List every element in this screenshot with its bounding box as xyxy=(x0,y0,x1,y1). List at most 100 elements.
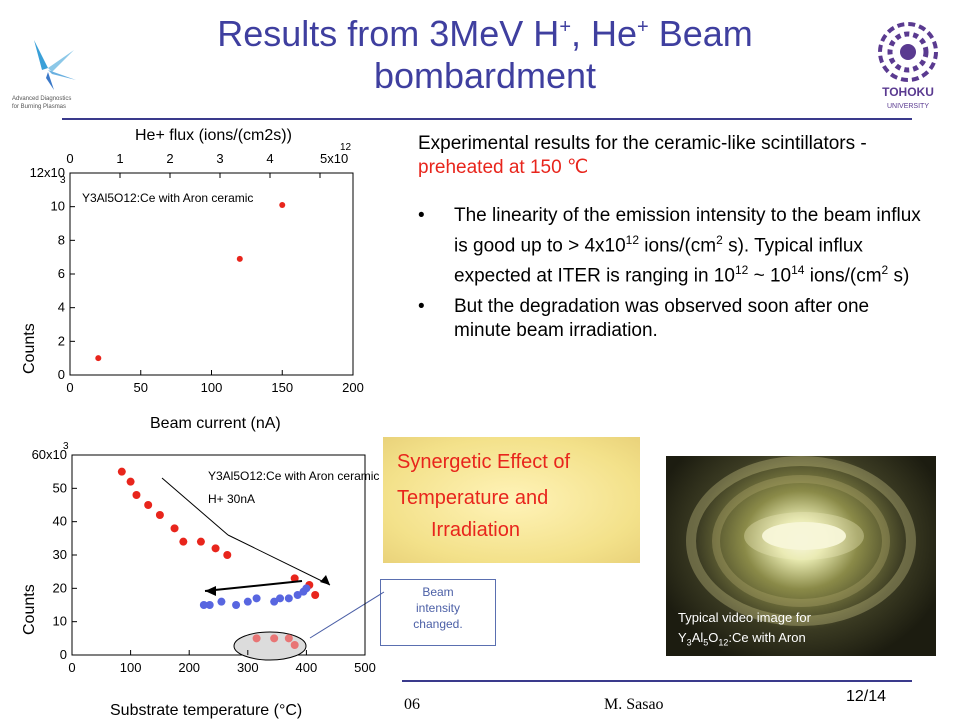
chart2-data-point xyxy=(144,501,153,509)
chart2-data-point xyxy=(205,601,214,609)
chart1-y-exponent: 3 xyxy=(60,175,66,186)
chart1-top-tick-label: 3 xyxy=(216,151,223,166)
synergy-line-2: Temperature and xyxy=(397,487,549,509)
chart-temperature: 0 100 200 300 400 500 0 10 20 30 40 50 60x10 Y3Al5O1… xyxy=(21,441,379,719)
chart1-top-tick-label: 0 xyxy=(66,151,73,166)
beam-note-line-1: Beam xyxy=(422,585,454,599)
bullet1-text-d: ~ 10 xyxy=(748,265,792,287)
bullet1-sup: 12 xyxy=(734,263,749,278)
chart2-y-tick-label: 20 xyxy=(53,580,67,595)
chart2-data-point xyxy=(196,537,205,546)
chart2-x-tick-label: 0 xyxy=(68,660,75,675)
caption-part: :Ce with Aron xyxy=(728,630,806,645)
title-text-line2: bombardment xyxy=(373,55,597,96)
chart1-y-tick-label: 12x10 xyxy=(30,165,65,180)
chart2-data-point xyxy=(252,594,261,603)
chart2-data-point xyxy=(132,491,141,499)
bullet-dot: • xyxy=(418,205,425,226)
video-image xyxy=(666,456,936,656)
caption-sub: 3 xyxy=(686,637,692,648)
chart1-top-tick-label: 5x10 xyxy=(320,151,348,166)
intro-highlight: preheated at 150 ℃ xyxy=(418,157,589,178)
chart1-y-tick-label: 4 xyxy=(58,300,65,315)
bullet1-text-f: s) xyxy=(888,265,910,287)
footer-date: 06 xyxy=(404,696,420,713)
recovery-arrow xyxy=(204,580,303,592)
chart2-x-tick-label: 100 xyxy=(120,660,142,675)
chart2-data-point xyxy=(199,601,208,609)
synergy-callout: Synergetic Effect of Temperature and Irr… xyxy=(383,437,640,563)
bullet2-text: But the degradation was observed soon af… xyxy=(454,295,870,341)
chart2-x-tick-label: 200 xyxy=(178,660,200,675)
chart2-data-point xyxy=(117,467,126,476)
bullet1-text-a: The linearity of the emission intensity … xyxy=(454,205,921,257)
chart2-y-exponent: 3 xyxy=(63,441,69,452)
bullet1-sup: 12 xyxy=(625,233,640,247)
chart2-frame xyxy=(71,454,366,656)
chart1-top-tick-label: 2 xyxy=(166,151,173,166)
beam-note-line-3: changed. xyxy=(413,617,463,631)
chart2-y-tick-label: 30 xyxy=(53,547,67,562)
video-caption: Typical video image for Y3Al5O12:Ce with… xyxy=(678,608,928,653)
trend-line xyxy=(161,477,229,536)
chart1-data-point xyxy=(236,255,243,262)
chart2-data-point xyxy=(284,594,293,603)
chart2-data-point xyxy=(290,641,299,649)
chart1-y-tick-label: 8 xyxy=(58,232,65,247)
title-sup-1: + xyxy=(559,16,571,38)
chart2-data-point xyxy=(252,634,261,643)
chart1-y-tick-label: 2 xyxy=(58,333,65,348)
chart1-y-tick-label: 6 xyxy=(58,266,65,281)
chart2-data-point xyxy=(155,511,164,519)
bullet1-sup: 14 xyxy=(791,263,805,278)
beam-intensity-note: Beam intensity changed. xyxy=(380,579,496,646)
chart1-x-tick-label: 200 xyxy=(342,380,364,395)
chart2-data-point xyxy=(270,634,279,643)
chart1-x-tick-label: 0 xyxy=(66,380,73,395)
caption-sub: 12 xyxy=(718,637,729,648)
chart1-ylabel: Counts xyxy=(21,323,38,374)
trend-arrow xyxy=(227,534,331,586)
title-text-b: , He xyxy=(571,13,638,54)
chart1-x-tick-label: 100 xyxy=(201,380,223,395)
connector-line xyxy=(309,591,385,639)
beam-note-line-2: intensity xyxy=(415,601,461,615)
chart2-y-tick-label: 10 xyxy=(53,614,67,629)
chart2-data-point xyxy=(126,477,135,486)
chart1-top-tick-label: 4 xyxy=(266,151,273,166)
caption-part: Y xyxy=(678,630,687,645)
chart2-x-tick-label: 400 xyxy=(296,660,318,675)
bullet1-sup: 2 xyxy=(881,263,889,278)
chart2-data-point xyxy=(243,597,252,606)
chart2-ylabel: Counts xyxy=(21,584,38,635)
title-text-c: Beam xyxy=(648,13,753,54)
caption-line-1: Typical video image for xyxy=(678,610,811,625)
chart2-x-tick-label: 500 xyxy=(354,660,376,675)
chart2-data-point xyxy=(211,544,220,553)
chart2-data-point xyxy=(276,594,285,603)
chart2-data-point xyxy=(290,574,299,583)
logo-text-2: for Burning Plasmas xyxy=(12,104,66,110)
video-image-graphic xyxy=(686,456,916,626)
chart2-data-point xyxy=(302,584,311,593)
recovery-arrowhead xyxy=(205,586,216,596)
synergy-line-3: Irradiation xyxy=(431,519,520,541)
tohoku-logo: TOHOKU UNIVERSITY xyxy=(878,22,938,110)
chart2-data-point xyxy=(223,551,232,559)
chart2-marks: 0 100 200 300 400 500 0 10 20 30 40 50 60x10 xyxy=(32,447,376,675)
bullet1-sup: 2 xyxy=(716,233,723,247)
adbp-logo: Advanced Diagnostics for Burning Plasmas xyxy=(12,40,76,110)
chart2-data-point xyxy=(232,601,241,609)
bullet-list: • The linearity of the emission intensit… xyxy=(418,204,928,349)
chart2-data-point xyxy=(270,597,279,606)
bullet1-text-c: s). Typical influx expected at ITER is r… xyxy=(454,235,863,287)
caption-part: O xyxy=(708,630,719,645)
footer-author: M. Sasao xyxy=(604,696,664,713)
chart1-xlabel: Beam current (nA) xyxy=(150,415,281,432)
chart1-y-tick-label: 0 xyxy=(58,367,65,382)
chart1-x-tick-label: 150 xyxy=(271,380,293,395)
bullet-item-degradation: • But the degradation was observed soon … xyxy=(418,295,928,343)
title-sup-2: + xyxy=(637,16,649,38)
